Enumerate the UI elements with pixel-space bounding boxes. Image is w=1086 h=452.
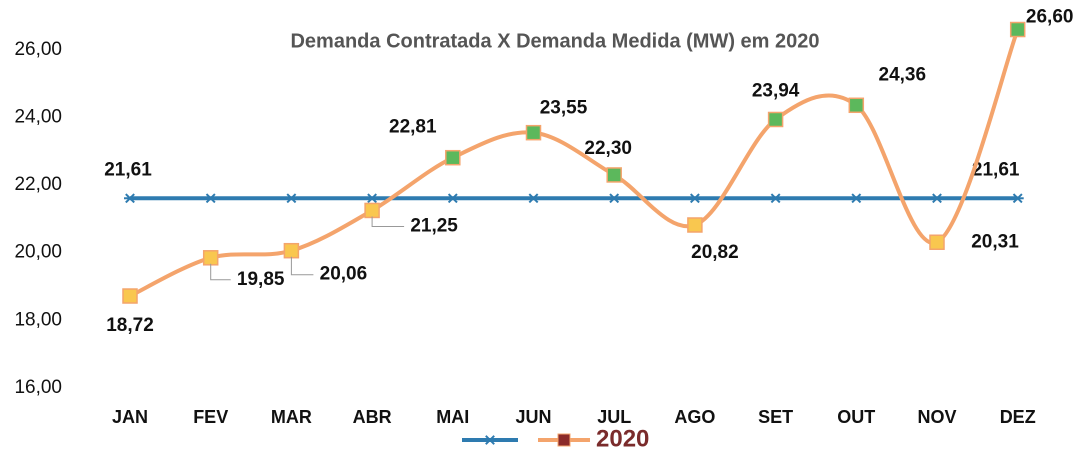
x-tick-label: JAN [112, 407, 148, 427]
marker-stroke [125, 193, 135, 204]
x-tick-label: DEZ [1000, 407, 1036, 427]
leader-line [371, 216, 405, 227]
marker [445, 149, 461, 166]
leader-line [290, 256, 314, 276]
marker [366, 193, 379, 204]
legend-label: 2020 [596, 425, 649, 452]
marker [687, 217, 703, 233]
data-label: 21,61 [104, 159, 152, 180]
marker-stroke [1012, 193, 1023, 204]
x-tick-label: MAI [436, 407, 469, 427]
marker-stroke [367, 193, 378, 204]
legend-marker [557, 433, 571, 447]
data-label: 20,31 [971, 231, 1019, 252]
marker [767, 111, 784, 128]
marker [527, 193, 540, 204]
marker [283, 242, 300, 259]
x-tick-label: MAR [271, 407, 312, 427]
marker-stroke [447, 193, 458, 204]
data-label: 20,82 [691, 242, 739, 263]
marker-stroke [609, 193, 620, 204]
marker-stroke [689, 193, 700, 204]
marker [122, 288, 138, 304]
marker [606, 167, 622, 183]
data-label: 23,55 [540, 98, 588, 119]
x-tick-label: AGO [674, 407, 715, 427]
data-label: 24,36 [879, 64, 927, 85]
data-label: 26,60 [1026, 7, 1074, 28]
data-label: 19,85 [237, 269, 285, 290]
marker [688, 193, 701, 204]
leader-line [210, 263, 231, 281]
data-label: 21,25 [410, 215, 458, 236]
marker [931, 193, 943, 204]
y-tick-label: 26,00 [14, 39, 62, 60]
y-tick-label: 22,00 [14, 174, 62, 195]
marker [929, 234, 945, 250]
x-tick-label: FEV [193, 407, 228, 427]
marker [446, 193, 459, 204]
marker [1011, 193, 1024, 204]
data-label: 22,30 [584, 138, 632, 159]
y-tick-label: 24,00 [14, 106, 62, 127]
chart-title: Demanda Contratada X Demanda Medida (MW)… [290, 30, 819, 52]
marker-stroke [528, 193, 539, 204]
legend-marker [484, 435, 496, 445]
y-tick-label: 16,00 [14, 377, 62, 398]
y-tick-label: 20,00 [14, 242, 62, 263]
marker-stroke [286, 193, 297, 204]
data-label: 21,61 [972, 159, 1020, 180]
x-tick-label: OUT [837, 407, 875, 427]
data-label: 18,72 [106, 315, 154, 336]
marker [608, 193, 621, 204]
marker [848, 97, 865, 114]
x-tick-label: ABR [353, 407, 392, 427]
marker [850, 193, 863, 204]
data-label: 22,81 [389, 117, 437, 138]
marker [525, 124, 542, 141]
marker [1009, 21, 1026, 38]
marker [202, 250, 219, 266]
marker [124, 193, 136, 204]
marker-stroke [205, 193, 216, 204]
x-tick-label: SET [758, 407, 793, 427]
marker [769, 193, 782, 204]
data-label: 23,94 [752, 80, 800, 101]
y-tick-label: 18,00 [14, 309, 62, 330]
x-tick-label: NOV [917, 407, 956, 427]
marker-stroke [932, 193, 942, 204]
x-tick-label: JUN [515, 407, 551, 427]
marker-stroke [770, 193, 781, 204]
marker-stroke [851, 193, 862, 204]
x-tick-label: JUL [597, 407, 631, 427]
marker-stroke [485, 435, 495, 445]
marker [204, 193, 217, 204]
marker [285, 193, 298, 204]
data-label: 20,06 [320, 264, 368, 285]
marker [364, 202, 380, 219]
